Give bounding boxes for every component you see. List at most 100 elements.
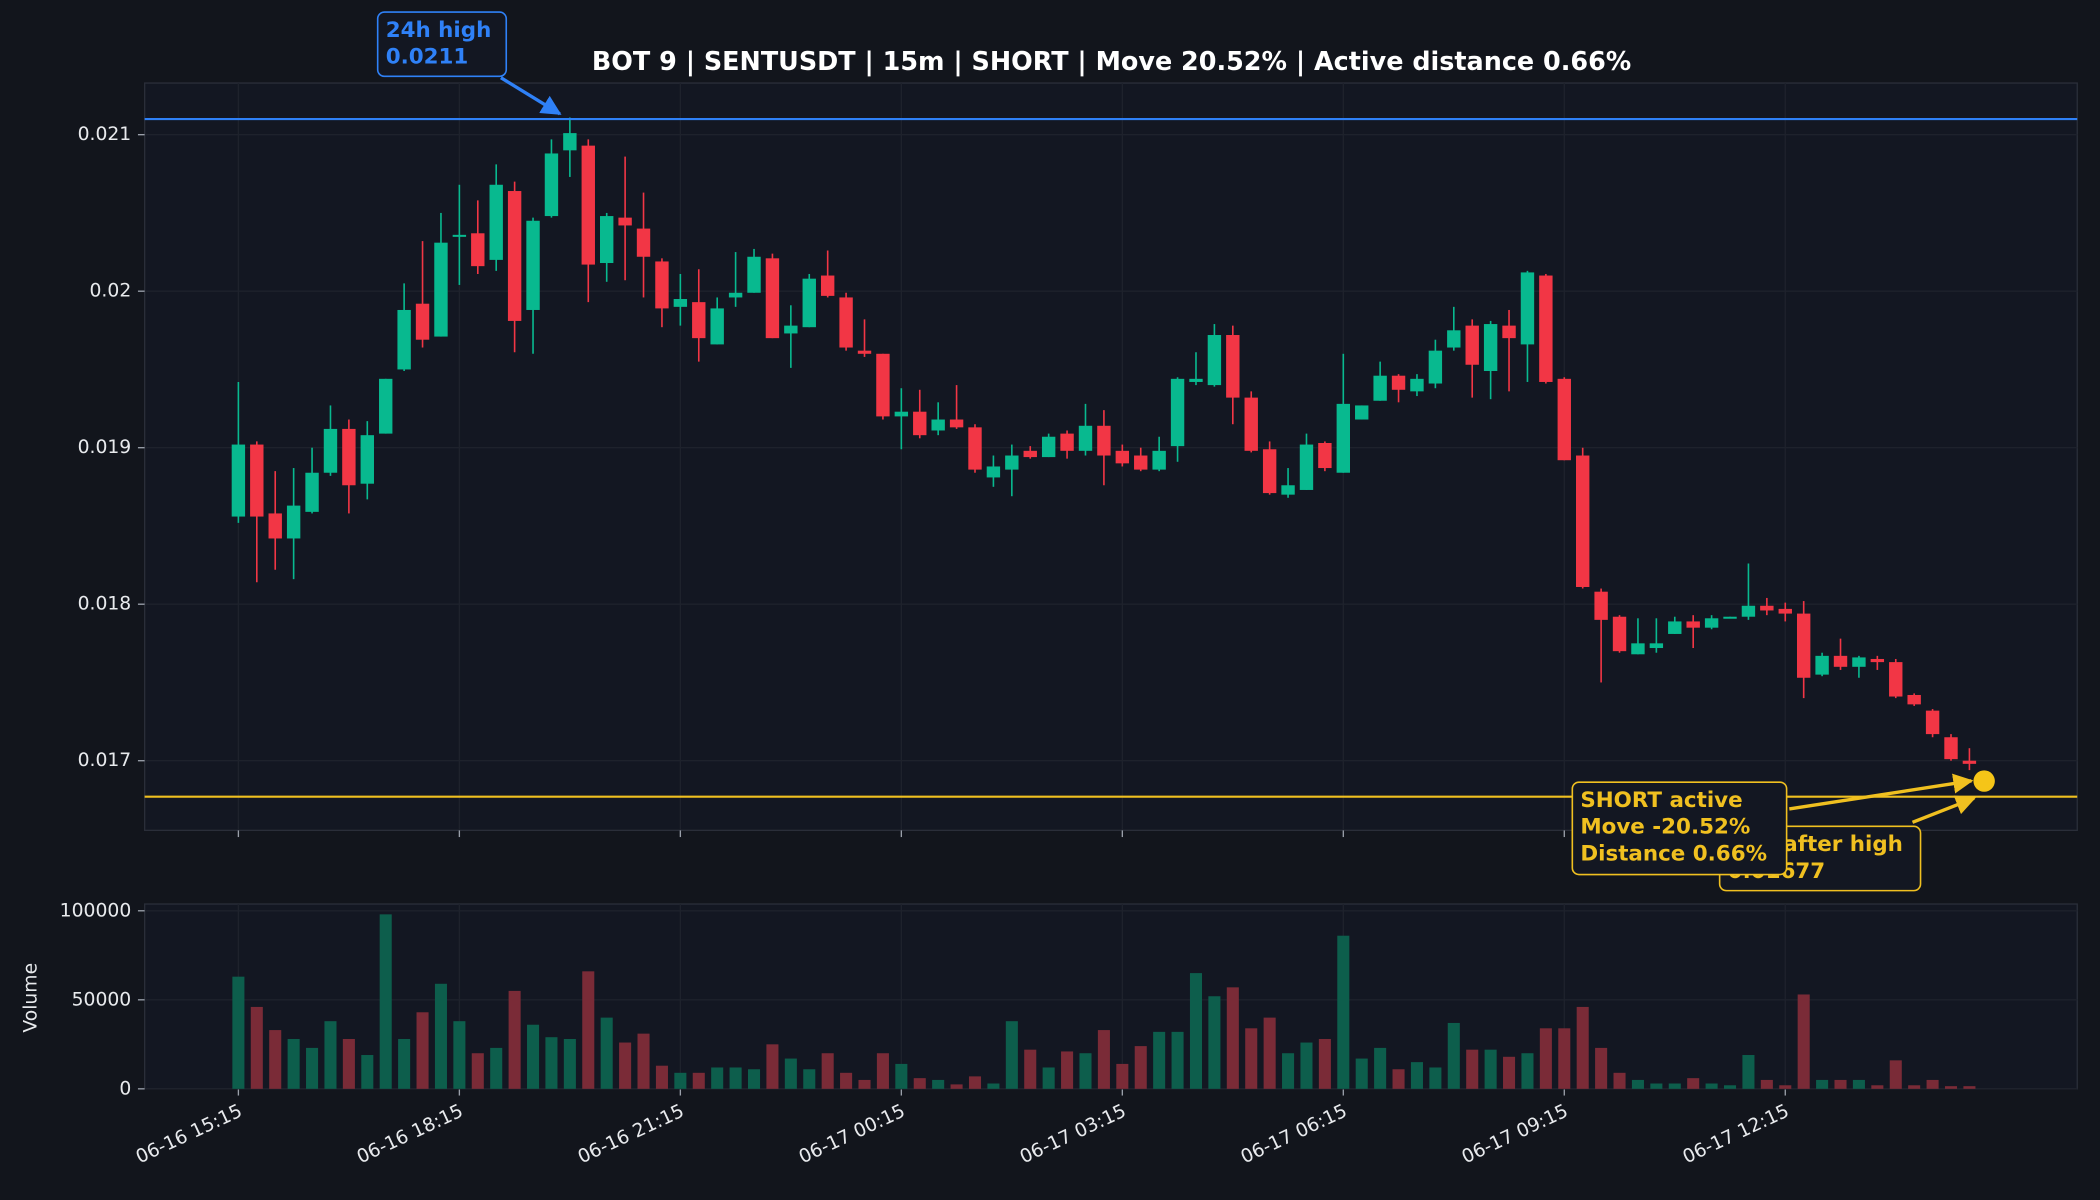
candle-body (1170, 378, 1185, 447)
volume-bar (1079, 1053, 1092, 1089)
candle-body (1060, 433, 1074, 451)
candle-body (1741, 605, 1756, 617)
candle-body (1576, 455, 1590, 587)
annotation-arrow (500, 76, 562, 116)
y-tick-label: 100000 (60, 900, 132, 921)
candle-body (1336, 403, 1350, 473)
volume-bar (619, 1042, 632, 1089)
volume-bar (840, 1072, 853, 1089)
volume-bar (545, 1037, 558, 1089)
candle-body (231, 444, 246, 517)
price-marker (1973, 770, 1995, 792)
volume-bar (932, 1079, 945, 1089)
volume-bar (582, 971, 595, 1089)
candle-body (1760, 605, 1774, 611)
volume-bar (1723, 1085, 1737, 1089)
volume-bar (913, 1078, 926, 1089)
y-tick-label: 0.021 (78, 124, 132, 145)
annotation-box (376, 11, 508, 78)
candle-body (1189, 378, 1203, 382)
volume-bar (637, 1033, 650, 1089)
candle-body (968, 427, 982, 470)
volume-bar (1097, 1030, 1110, 1089)
candle-body (1557, 378, 1571, 461)
candle-body (1778, 608, 1792, 614)
volume-bar (1208, 996, 1221, 1089)
candle-body (1447, 330, 1461, 348)
volume-bar (250, 1006, 263, 1089)
candle-body (1539, 275, 1553, 382)
candle-body (1962, 760, 1977, 764)
volume-bar (1908, 1085, 1921, 1089)
candle-body (1373, 375, 1387, 401)
candle-body (1852, 657, 1866, 667)
chart-title: BOT 9 | SENTUSDT | 15m | SHORT | Move 20… (592, 46, 1631, 76)
y-axis-label: Volume (20, 963, 41, 1033)
volume-bar (1337, 935, 1350, 1089)
annotation-text: SHORT active (1580, 788, 1742, 813)
candle-body (1428, 350, 1443, 384)
volume-bar (895, 1063, 908, 1089)
candle-body (1796, 613, 1811, 678)
candle-body (876, 353, 890, 417)
volume-bar (324, 1021, 337, 1089)
candle-body (342, 428, 356, 486)
candle-body (1041, 436, 1056, 458)
candle-body (747, 256, 761, 293)
candle-body (452, 234, 467, 237)
candle-body (323, 428, 338, 473)
candle-body (1318, 443, 1332, 469)
y-tick-label: 0 (119, 1078, 131, 1099)
candle-body (765, 258, 780, 339)
volume-bar (342, 1038, 355, 1089)
candle-body (581, 145, 595, 265)
candle-body (1134, 455, 1148, 470)
volume-bar (1024, 1049, 1037, 1089)
volume-bar (1447, 1022, 1460, 1089)
volume-bar (784, 1058, 797, 1089)
candle-body (710, 308, 724, 345)
candle-body (1410, 378, 1424, 392)
volume-bar (453, 1021, 466, 1089)
candle-body (820, 275, 835, 296)
volume-bar (766, 1044, 779, 1089)
candle-body (1244, 397, 1258, 451)
candle-body (802, 278, 816, 328)
candle-body (397, 309, 411, 370)
candle-body (507, 191, 522, 321)
volume-bar (1374, 1047, 1387, 1089)
candle-body (526, 220, 540, 310)
candle-body (1925, 710, 1940, 735)
volume-bar (858, 1079, 871, 1089)
volume-bar (232, 976, 245, 1089)
volume-bar (434, 983, 447, 1089)
annotation-arrow (1911, 795, 1976, 824)
volume-bar (1963, 1086, 1976, 1089)
volume-bar (490, 1047, 503, 1089)
candle-body (563, 133, 577, 151)
volume-bar (361, 1055, 374, 1089)
candle-body (839, 297, 853, 348)
candle-body (618, 217, 632, 226)
volume-bar (1171, 1031, 1184, 1089)
volume-bar (1042, 1067, 1055, 1089)
panel (143, 82, 2078, 832)
volume-bar (1410, 1062, 1423, 1089)
annotation-arrow (1789, 773, 1974, 811)
candle-body (1870, 658, 1885, 663)
volume-bar (1650, 1083, 1663, 1089)
candle-body (1483, 324, 1498, 372)
volume-bar (1226, 987, 1239, 1089)
volume-bar (1816, 1079, 1829, 1089)
volume-bar (287, 1038, 300, 1089)
volume-bar (1189, 973, 1203, 1089)
candle-body (1078, 425, 1093, 451)
candle-body (1815, 655, 1829, 675)
volume-bar (1944, 1086, 1958, 1089)
candle-body (673, 299, 688, 307)
volume-bar (1245, 1028, 1258, 1089)
y-tick-label: 0.017 (78, 750, 132, 771)
candle-body (544, 153, 559, 217)
volume-bar (1797, 994, 1810, 1089)
candle-body (1704, 618, 1719, 628)
